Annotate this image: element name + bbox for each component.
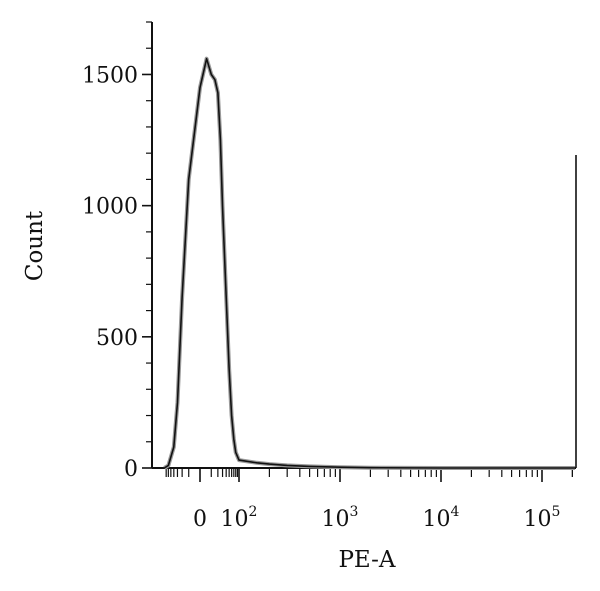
y-tick-label: 0 (124, 457, 138, 482)
axis-ticks (142, 21, 574, 482)
x-axis-label: PE-A (338, 547, 395, 573)
x-tick-label: 0 (193, 507, 207, 532)
x-tick-label: 102 (221, 504, 258, 532)
x-tick-label: 103 (322, 504, 359, 532)
histogram-series (163, 56, 575, 470)
y-tick-label: 1000 (82, 195, 138, 220)
x-tick-label: 105 (524, 504, 561, 532)
histogram-line (163, 57, 575, 469)
x-tick-label: 104 (423, 504, 460, 532)
tick-labels: 0 500 1000 1500 0 102 103 104 105 (82, 63, 560, 532)
y-axis-label: Count (22, 210, 48, 281)
y-tick-label: 1500 (82, 63, 138, 88)
histogram-shadow-line (163, 56, 575, 470)
y-tick-label: 500 (96, 326, 138, 351)
